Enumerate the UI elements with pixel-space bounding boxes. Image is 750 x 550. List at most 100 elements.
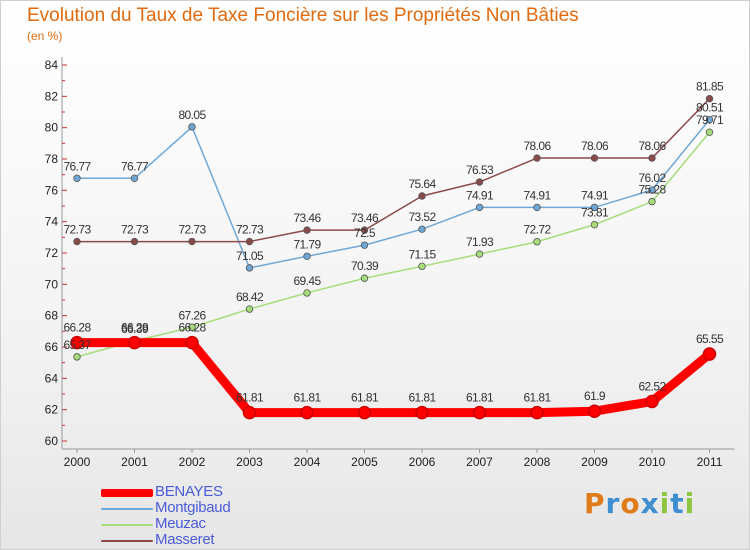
- x-tick-label: 2004: [294, 455, 321, 469]
- x-tick-label: 2011: [697, 455, 723, 469]
- series-benayes: [70, 335, 717, 420]
- data-point: [70, 335, 84, 350]
- data-point: [360, 241, 369, 249]
- data-point: [590, 220, 599, 229]
- y-tick-label: 76: [45, 183, 59, 197]
- y-tick-label: 68: [45, 309, 59, 323]
- logo-letter: x: [640, 487, 660, 520]
- data-point: [245, 305, 254, 313]
- data-label: 75.64: [408, 177, 436, 191]
- legend-label: Meuzac: [155, 515, 206, 532]
- data-point: [300, 405, 314, 420]
- data-label: 65.55: [696, 332, 724, 346]
- data-point: [303, 226, 311, 234]
- data-label: 78.06: [581, 139, 609, 153]
- data-point: [245, 237, 254, 246]
- data-label: 78.06: [523, 139, 551, 153]
- data-label: 72.73: [178, 223, 206, 237]
- y-tick-label: 62: [45, 403, 59, 417]
- data-point: [475, 250, 484, 258]
- data-point: [530, 405, 544, 420]
- logo-letter: i: [659, 487, 671, 520]
- data-label: 73.46: [351, 211, 379, 225]
- data-label: 81.85: [696, 80, 724, 94]
- unit-label: (en %): [27, 29, 63, 43]
- legend-swatch: [101, 508, 153, 510]
- x-tick-label: 2001: [121, 455, 148, 469]
- data-label: 67.26: [178, 308, 206, 322]
- x-tick-label: 2002: [179, 455, 206, 469]
- data-label: 76.53: [466, 163, 494, 177]
- x-tick-label: 2005: [351, 455, 378, 469]
- data-label: 71.79: [293, 237, 321, 251]
- data-point: [587, 404, 602, 418]
- series-masseret: [73, 94, 714, 246]
- data-point: [73, 353, 81, 361]
- y-tick-label: 64: [45, 371, 59, 385]
- data-point: [533, 154, 541, 162]
- x-tick-label: 2009: [581, 455, 608, 469]
- y-tick-label: 84: [45, 58, 59, 72]
- x-tick-label: 2008: [524, 455, 551, 469]
- data-label: 68.42: [236, 290, 264, 304]
- data-label-layer: 76.77 76.77 80.05 71.05 71.79 72.5 73.52 74.91 7…: [63, 80, 724, 405]
- data-point: [648, 154, 656, 162]
- data-label: 73.81: [581, 206, 609, 220]
- legend-label: BENAYES: [155, 483, 223, 500]
- data-label: 72.72: [523, 223, 551, 237]
- data-point: [188, 237, 196, 246]
- series-line: [72, 338, 714, 418]
- data-point: [705, 115, 714, 124]
- data-label: 66.28: [63, 321, 91, 335]
- data-label: 73.52: [408, 210, 436, 224]
- data-point: [475, 178, 484, 186]
- data-point: [418, 192, 426, 200]
- data-point: [648, 186, 656, 194]
- data-point: [188, 123, 196, 131]
- logo-letter: P: [584, 487, 606, 520]
- data-label: 61.9: [584, 389, 606, 403]
- data-point: [242, 405, 257, 420]
- data-label: 66.28: [121, 321, 149, 335]
- data-label: 66.28: [178, 321, 206, 335]
- data-point: [73, 237, 81, 246]
- data-label: 72.5: [354, 226, 376, 240]
- data-label: 69.45: [293, 274, 321, 288]
- data-point: [185, 335, 199, 350]
- data-label: 80.51: [696, 101, 724, 115]
- y-tick-label: 60: [45, 434, 59, 448]
- data-label: 62.52: [638, 380, 666, 394]
- logo-letter: t: [670, 487, 685, 520]
- data-point: [418, 225, 426, 233]
- data-label: 70.39: [351, 259, 379, 273]
- data-point: [705, 94, 714, 103]
- y-tick-label: 72: [45, 246, 59, 260]
- data-point: [418, 262, 426, 271]
- data-label: 71.15: [408, 247, 436, 261]
- data-point: [360, 226, 369, 234]
- y-tick-label: 66: [45, 340, 59, 354]
- data-label: 76.02: [638, 171, 666, 185]
- series-montgibaud: [73, 115, 714, 272]
- data-label: 74.91: [523, 188, 551, 202]
- x-tick-label: 2010: [639, 455, 666, 469]
- legend-label: Montgibaud: [155, 499, 231, 516]
- y-tick-label: 78: [45, 152, 59, 166]
- data-point: [127, 335, 142, 350]
- series-line: [76, 131, 711, 358]
- data-point: [303, 289, 311, 297]
- data-label: 61.81: [466, 391, 494, 405]
- data-label: 78.06: [638, 139, 666, 153]
- series-line: [76, 118, 711, 269]
- data-label: 76.77: [121, 159, 149, 173]
- y-tick-label: 70: [45, 277, 59, 291]
- data-label: 74.91: [466, 188, 494, 202]
- data-label: 74.91: [581, 188, 609, 202]
- data-point: [533, 238, 541, 246]
- data-label: 65.37: [63, 338, 91, 352]
- data-point: [357, 405, 372, 420]
- data-label: 76.77: [63, 159, 91, 173]
- data-point: [590, 154, 599, 162]
- data-point: [472, 405, 487, 420]
